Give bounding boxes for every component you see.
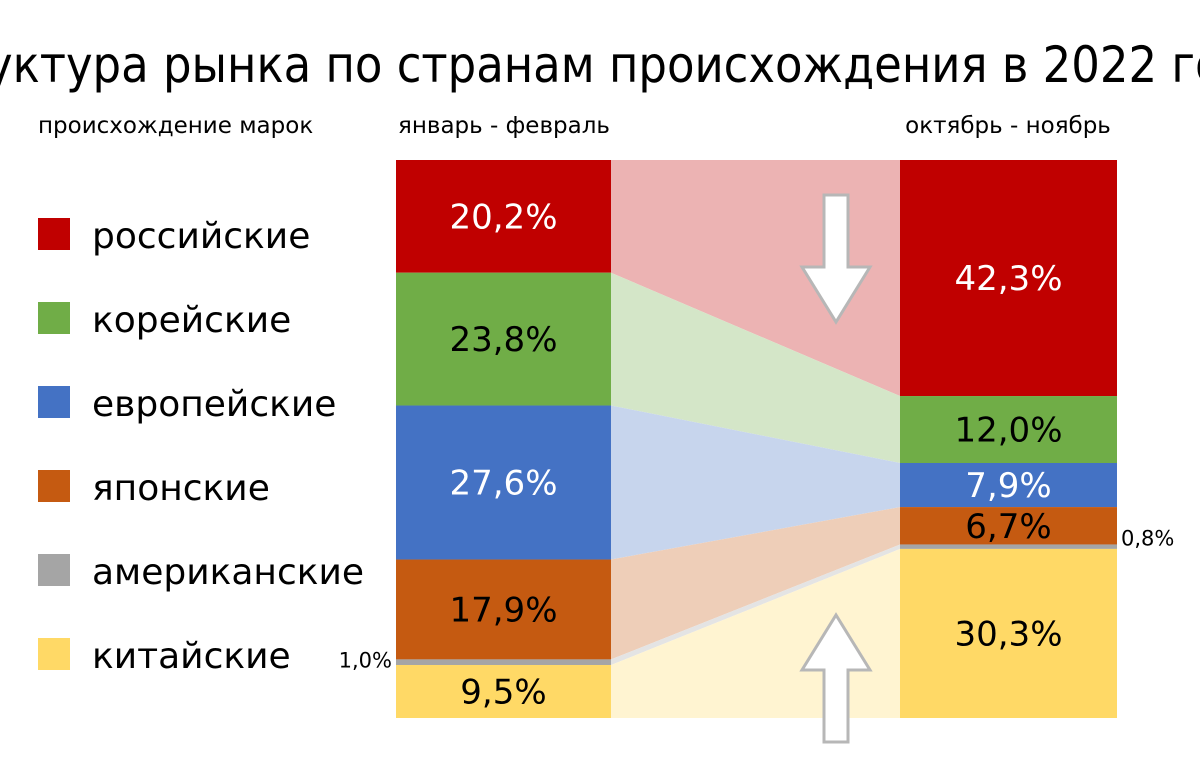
bar-segment-2-0 bbox=[396, 405, 611, 560]
stacked-bars: 20,2% 42,3% 23,8% 12,0% 27,6% 7,9% 17,9% 6,7% 1,… bbox=[339, 160, 1174, 718]
flow-band-4 bbox=[611, 544, 900, 665]
legend-label-2: европейские bbox=[92, 384, 336, 425]
data-label-4-0: 1,0% bbox=[339, 648, 392, 672]
bar-segment-1-1 bbox=[900, 396, 1117, 463]
data-label-2-0: 27,6% bbox=[449, 464, 557, 504]
legend-swatch-4 bbox=[38, 554, 70, 586]
bar-segment-3-1 bbox=[900, 507, 1117, 545]
bar-segment-5-0 bbox=[396, 664, 611, 718]
legend-label-5: китайские bbox=[92, 636, 291, 677]
legend-swatch-5 bbox=[38, 638, 70, 670]
legend-swatch-1 bbox=[38, 302, 70, 334]
flow-band-3 bbox=[611, 507, 900, 660]
bar-segment-4-1 bbox=[900, 544, 1117, 549]
legend-swatch-2 bbox=[38, 386, 70, 418]
legend: российские корейские европейские японские ам… bbox=[38, 216, 364, 677]
bar-segment-3-0 bbox=[396, 559, 611, 660]
data-label-5-1: 30,3% bbox=[954, 614, 1062, 654]
legend-title: происхождение марок bbox=[38, 113, 313, 139]
data-label-3-0: 17,9% bbox=[449, 590, 557, 630]
data-label-1-0: 23,8% bbox=[449, 320, 557, 360]
legend-label-3: японские bbox=[92, 468, 270, 509]
bar-segment-0-1 bbox=[900, 160, 1117, 397]
flow-bands bbox=[611, 160, 900, 718]
flow-band-1 bbox=[611, 272, 900, 463]
data-label-1-1: 12,0% bbox=[954, 411, 1062, 451]
arrow-up-icon bbox=[799, 612, 873, 744]
legend-swatch-3 bbox=[38, 470, 70, 502]
chart-title: Структура рынка по странам происхождения… bbox=[0, 36, 1200, 94]
data-label-2-1: 7,9% bbox=[965, 466, 1051, 506]
data-label-0-0: 20,2% bbox=[449, 197, 557, 237]
data-label-3-1: 6,7% bbox=[965, 507, 1051, 547]
trend-arrows bbox=[799, 193, 873, 744]
data-label-4-1: 0,8% bbox=[1121, 526, 1174, 550]
bar-segment-1-0 bbox=[396, 272, 611, 406]
data-label-5-0: 9,5% bbox=[460, 672, 546, 712]
bar-segment-0-0 bbox=[396, 160, 611, 273]
legend-label-4: американские bbox=[92, 552, 364, 593]
legend-swatch-0 bbox=[38, 218, 70, 250]
bar-segment-4-0 bbox=[396, 659, 611, 665]
legend-label-0: российские bbox=[92, 216, 310, 257]
category-label-jan-feb: январь - февраль bbox=[398, 113, 610, 139]
legend-label-1: корейские bbox=[92, 300, 291, 341]
data-label-0-1: 42,3% bbox=[954, 259, 1062, 299]
arrow-down-icon bbox=[799, 193, 873, 325]
bar-segment-2-1 bbox=[900, 462, 1117, 508]
flow-band-2 bbox=[611, 405, 900, 560]
category-label-oct-nov: октябрь - ноябрь bbox=[905, 113, 1111, 139]
bar-segment-5-1 bbox=[900, 548, 1117, 718]
